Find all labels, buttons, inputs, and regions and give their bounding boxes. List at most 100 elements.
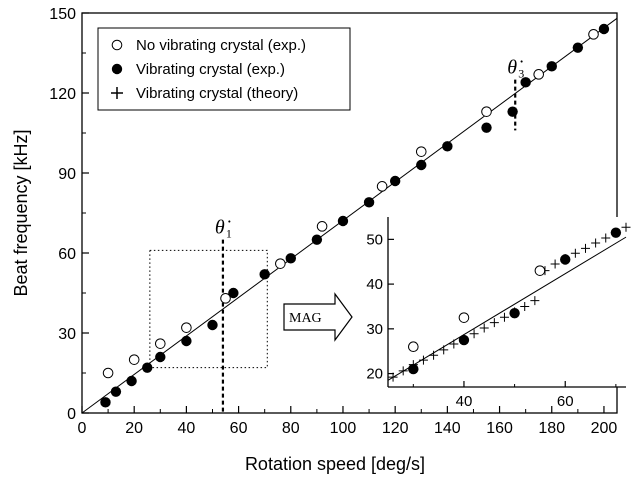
inset-data-point-plus	[520, 301, 530, 311]
data-point-filled-circle	[481, 122, 492, 133]
x-tick-label: 60	[230, 420, 248, 437]
data-point-open-circle	[102, 367, 114, 379]
data-point-filled-circle	[416, 159, 427, 171]
legend-label-1: Vibrating crystal (exp.)	[136, 61, 285, 78]
y-tick-label: 120	[49, 86, 76, 103]
data-point-filled-circle	[259, 269, 270, 280]
inset-data-point-plus	[591, 238, 601, 248]
data-point-open-circle	[275, 258, 286, 269]
inset-data-point-plus	[439, 345, 449, 355]
data-point-filled-circle	[181, 335, 192, 347]
data-point-open-circle	[481, 106, 492, 117]
inset-data-point-plus	[530, 296, 540, 306]
data-point-filled-circle	[142, 362, 153, 373]
mag-callout: MAG	[283, 292, 353, 342]
inset-data-point-filled-circle	[408, 363, 419, 375]
legend-filled-circle-icon	[111, 63, 123, 75]
inset-data-point-filled-circle	[458, 334, 470, 346]
inset-data-point-plus	[479, 323, 489, 333]
data-point-filled-circle	[337, 215, 349, 227]
x-tick-label: 40	[177, 420, 195, 437]
inset-data-point-plus	[580, 243, 590, 253]
data-point-open-circle	[154, 338, 166, 349]
main-plot: 0 20 40 60 80 100 120 140 160 180 2000306090120150…	[49, 6, 618, 437]
legend: No vibrating crystal (exp.) Vibrating cr…	[97, 27, 351, 111]
x-tick-label: 180	[538, 420, 565, 437]
zoom-box	[149, 249, 268, 369]
inset-background	[388, 217, 626, 387]
inset-y-tick-label: 50	[366, 231, 383, 248]
inset-data-point-plus	[601, 233, 611, 243]
inset-data-point-open-circle	[408, 341, 419, 353]
y-tick-label: 30	[58, 326, 76, 343]
data-point-filled-circle	[442, 141, 453, 152]
data-point-open-circle	[415, 146, 427, 157]
inset-data-point-plus	[418, 355, 428, 365]
data-point-open-circle	[316, 221, 328, 232]
inset-data-point-plus	[550, 259, 560, 269]
inset-data-point-filled-circle	[509, 307, 520, 319]
data-point-filled-circle	[389, 175, 401, 187]
inset-plot: 40 60 20 30 40 50	[366, 217, 631, 410]
x-tick-label: 160	[486, 420, 513, 437]
data-point-filled-circle	[598, 23, 610, 35]
data-point-filled-circle	[228, 287, 239, 299]
data-point-open-circle	[588, 29, 599, 40]
data-point-filled-circle	[100, 397, 111, 408]
data-point-filled-circle	[311, 234, 323, 245]
data-point-filled-circle	[126, 375, 137, 387]
data-point-open-circle	[376, 181, 388, 192]
y-tick-label: 0	[67, 406, 76, 423]
inset-y-tick-label: 30	[366, 321, 383, 338]
x-axis-label: Rotation speed [deg/s]	[245, 454, 425, 474]
data-point-filled-circle	[155, 351, 166, 363]
y-tick-label: 60	[58, 246, 76, 263]
inset-y-tick-label: 20	[366, 366, 383, 383]
inset-data-point-plus	[398, 366, 408, 376]
theta-subscript-3: 3	[518, 67, 524, 81]
inset-data-point-filled-circle	[560, 254, 571, 265]
x-tick-label: 80	[282, 420, 300, 437]
data-point-open-circle	[181, 322, 192, 333]
x-tick-label: 0	[78, 420, 87, 437]
theta-subscript-1: 1	[226, 227, 232, 241]
data-point-open-circle	[220, 293, 231, 304]
inset-data-point-plus	[621, 222, 631, 232]
y-axis-label: Beat frequency [kHz]	[11, 129, 31, 296]
x-tick-label: 200	[591, 420, 618, 437]
data-point-filled-circle	[520, 77, 531, 88]
data-point-filled-circle	[363, 197, 375, 208]
x-tick-label: 20	[125, 420, 143, 437]
data-point-open-circle	[128, 354, 140, 365]
legend-plus-icon	[111, 87, 123, 99]
legend-label-0: No vibrating crystal (exp.)	[136, 37, 306, 54]
data-point-filled-circle	[507, 106, 518, 117]
inset-x-tick-label: 40	[456, 393, 473, 410]
x-tick-label: 100	[330, 420, 357, 437]
inset-data-point-plus	[449, 339, 459, 349]
data-point-open-circle	[533, 69, 545, 80]
data-point-filled-circle	[572, 42, 584, 53]
inset-data-point-plus	[499, 312, 509, 322]
inset-data-point-open-circle	[458, 312, 470, 323]
y-tick-label: 90	[58, 166, 76, 183]
mag-arrow	[283, 292, 353, 342]
inset-data-point-plus	[489, 318, 499, 328]
x-tick-label: 140	[434, 420, 461, 437]
data-point-filled-circle	[110, 386, 122, 397]
inset-x-tick-label: 60	[557, 393, 574, 410]
y-tick-label: 150	[49, 6, 76, 23]
inset-data-point-filled-circle	[610, 227, 622, 238]
inset-data-point-plus	[570, 248, 580, 258]
inset-data-point-plus	[469, 329, 479, 339]
legend-open-circle-icon	[111, 39, 123, 51]
mag-label: MAG	[289, 311, 322, 326]
data-point-filled-circle	[546, 61, 557, 72]
data-point-filled-circle	[207, 319, 218, 331]
data-point-filled-circle	[285, 253, 296, 264]
inset-fit-line	[387, 236, 627, 381]
inset-data-point-plus	[388, 372, 398, 382]
x-tick-label: 120	[382, 420, 409, 437]
inset-data-point-plus	[429, 350, 439, 360]
